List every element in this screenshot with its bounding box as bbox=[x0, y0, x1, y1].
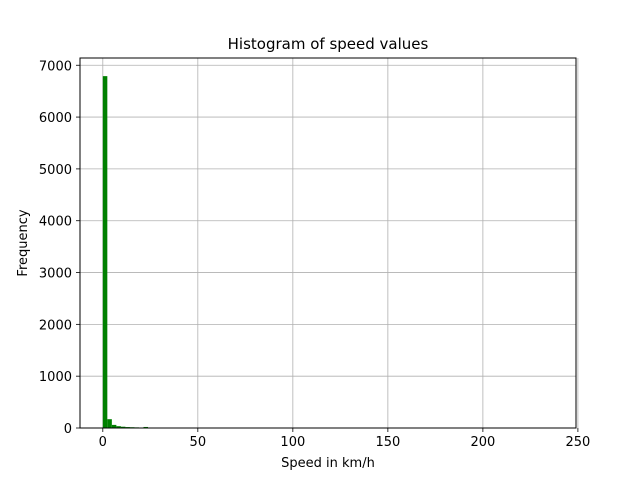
y-tick-label-2: 2000 bbox=[39, 318, 72, 333]
y-tick-label-3: 3000 bbox=[39, 267, 72, 282]
histogram-bar-0 bbox=[102, 76, 108, 428]
chart-title: Histogram of speed values bbox=[228, 35, 429, 53]
x-tick-label-4: 200 bbox=[470, 435, 495, 450]
histogram-bar-1 bbox=[107, 419, 112, 428]
y-tick-label-6: 6000 bbox=[39, 111, 72, 126]
x-axis-ticks: 0 50 100 150 200 250 bbox=[99, 428, 590, 450]
x-axis-title: Speed in km/h bbox=[281, 456, 375, 471]
plot-area-frame bbox=[79, 57, 577, 429]
x-tick-label-3: 150 bbox=[375, 435, 400, 450]
y-axis-title: Frequency bbox=[16, 209, 31, 276]
histogram-bar-3 bbox=[116, 426, 121, 428]
y-axis-ticks: 0 1000 2000 3000 4000 5000 6000 7000 bbox=[39, 59, 80, 437]
y-tick-label-4: 4000 bbox=[39, 215, 72, 230]
x-tick-label-1: 50 bbox=[190, 435, 207, 450]
grid-lines bbox=[80, 58, 579, 429]
histogram-bar-4 bbox=[120, 426, 126, 428]
histogram-bar-2 bbox=[111, 424, 117, 428]
y-tick-label-1: 1000 bbox=[39, 370, 72, 385]
y-tick-label-5: 5000 bbox=[39, 163, 72, 178]
x-tick-label-2: 100 bbox=[280, 435, 305, 450]
x-tick-label-0: 0 bbox=[99, 435, 107, 450]
y-tick-label-0: 0 bbox=[64, 422, 72, 437]
histogram-bar-9 bbox=[143, 426, 149, 428]
y-tick-label-7: 7000 bbox=[39, 59, 72, 74]
x-tick-label-5: 250 bbox=[565, 435, 590, 450]
